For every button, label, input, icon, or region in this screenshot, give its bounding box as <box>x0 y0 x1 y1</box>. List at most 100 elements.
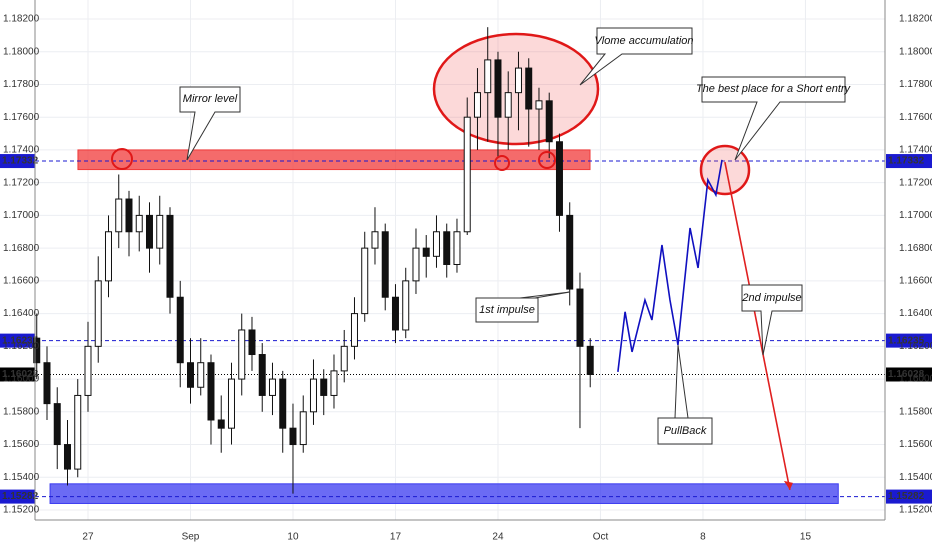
note: The best place for a Short entry <box>696 83 852 95</box>
y-tick-label: 1.17200 <box>899 177 932 188</box>
y-tick-label: 1.16800 <box>3 243 40 254</box>
note: 1st impulse <box>479 304 535 316</box>
candle-body <box>43 362 51 405</box>
candle-body <box>504 92 512 118</box>
candle-body <box>84 345 92 396</box>
zone <box>49 483 839 504</box>
y-tick-label: 1.16600 <box>3 276 40 287</box>
level-label: 1.17332 <box>2 156 39 167</box>
y-tick-label: 1.16200 <box>899 341 932 352</box>
y-tick-label: 1.17400 <box>899 145 932 156</box>
y-tick-label: 1.16400 <box>899 308 932 319</box>
candle-body <box>494 59 502 118</box>
candle-body <box>586 345 594 375</box>
level-badge <box>886 333 932 348</box>
candle-body <box>566 214 574 290</box>
candle-body <box>535 100 543 110</box>
level-badge <box>0 333 35 348</box>
y-tick-label: 1.18000 <box>3 46 40 57</box>
candle-body <box>514 67 522 94</box>
candle-body <box>443 231 451 266</box>
callout <box>741 284 803 356</box>
level-label: 1.16235 <box>888 335 925 346</box>
y-tick-label: 1.17200 <box>3 177 40 188</box>
candle-body <box>63 444 71 470</box>
candle-body <box>402 280 410 331</box>
candle-body <box>330 370 338 396</box>
candle-body <box>227 378 235 429</box>
x-tick-label: 24 <box>492 532 504 543</box>
note: Mirror level <box>183 93 238 105</box>
candle-body <box>217 419 225 429</box>
candle-body <box>94 280 102 347</box>
candle-body <box>412 247 420 282</box>
note: 2nd impulse <box>741 292 801 304</box>
candle-body <box>197 362 205 388</box>
y-tick-label: 1.15200 <box>3 505 40 516</box>
candle-body <box>104 231 112 282</box>
zone <box>77 149 591 171</box>
y-tick-label: 1.16600 <box>899 276 932 287</box>
y-tick-label: 1.17800 <box>899 79 932 90</box>
x-tick-label: 10 <box>287 532 299 543</box>
projection-line <box>617 159 723 372</box>
candle-body <box>525 67 533 110</box>
y-tick-label: 1.16000 <box>3 374 40 385</box>
note: PullBack <box>664 425 707 437</box>
candle-body <box>135 214 143 233</box>
projections <box>617 159 793 491</box>
y-tick-label: 1.15600 <box>899 439 932 450</box>
candle-body <box>555 141 563 216</box>
x-tick-label: Sep <box>182 532 200 543</box>
entry-circle <box>699 144 751 196</box>
y-tick-label: 1.16000 <box>899 374 932 385</box>
y-tick-label: 1.15400 <box>899 472 932 483</box>
candle-body <box>166 214 174 298</box>
y-tick-label: 1.16400 <box>3 308 40 319</box>
callout <box>579 27 693 86</box>
level-badge <box>886 489 932 504</box>
arrow-head <box>783 480 793 490</box>
callout <box>475 291 571 323</box>
zones <box>49 149 839 504</box>
x-tick-label: 17 <box>390 532 402 543</box>
y-tick-label: 1.17600 <box>899 112 932 123</box>
level-label: 1.16235 <box>2 335 39 346</box>
candle-body <box>33 337 41 364</box>
candle-body <box>74 394 82 470</box>
y-tick-label: 1.17000 <box>899 210 932 221</box>
candle-body <box>576 288 584 347</box>
candle-body <box>125 198 133 233</box>
y-tick-label: 1.17600 <box>3 112 40 123</box>
level-badge <box>0 489 35 504</box>
level-badge <box>886 367 932 382</box>
x-tick-label: 8 <box>700 532 706 543</box>
candle-body <box>361 247 369 315</box>
y-tick-label: 1.18200 <box>899 14 932 25</box>
candle-body <box>207 362 215 421</box>
y-tick-label: 1.18200 <box>3 14 40 25</box>
x-tick-label: 27 <box>82 532 94 543</box>
grid <box>35 0 885 520</box>
candle-body <box>463 116 471 233</box>
candle-body <box>473 92 481 118</box>
candle-body <box>156 214 164 249</box>
candle-body <box>432 231 440 257</box>
touch-circle <box>494 155 510 171</box>
level-label: 1.16028 <box>888 369 925 380</box>
candle-body <box>268 378 276 396</box>
candle-body <box>340 345 348 372</box>
candle-body <box>53 403 61 446</box>
level-badge <box>886 154 932 169</box>
candle-body <box>484 59 492 94</box>
axes: 1.15200 1.15200 1.15400 1.15400 1.15600 1.156… <box>3 0 932 543</box>
y-tick-label: 1.15800 <box>3 406 40 417</box>
candle-body <box>371 231 379 249</box>
candle-body <box>320 378 328 396</box>
callout <box>657 344 713 445</box>
touch-circle <box>111 148 133 170</box>
callout <box>179 86 241 161</box>
candle-body <box>248 329 256 356</box>
candle-body <box>391 296 399 331</box>
